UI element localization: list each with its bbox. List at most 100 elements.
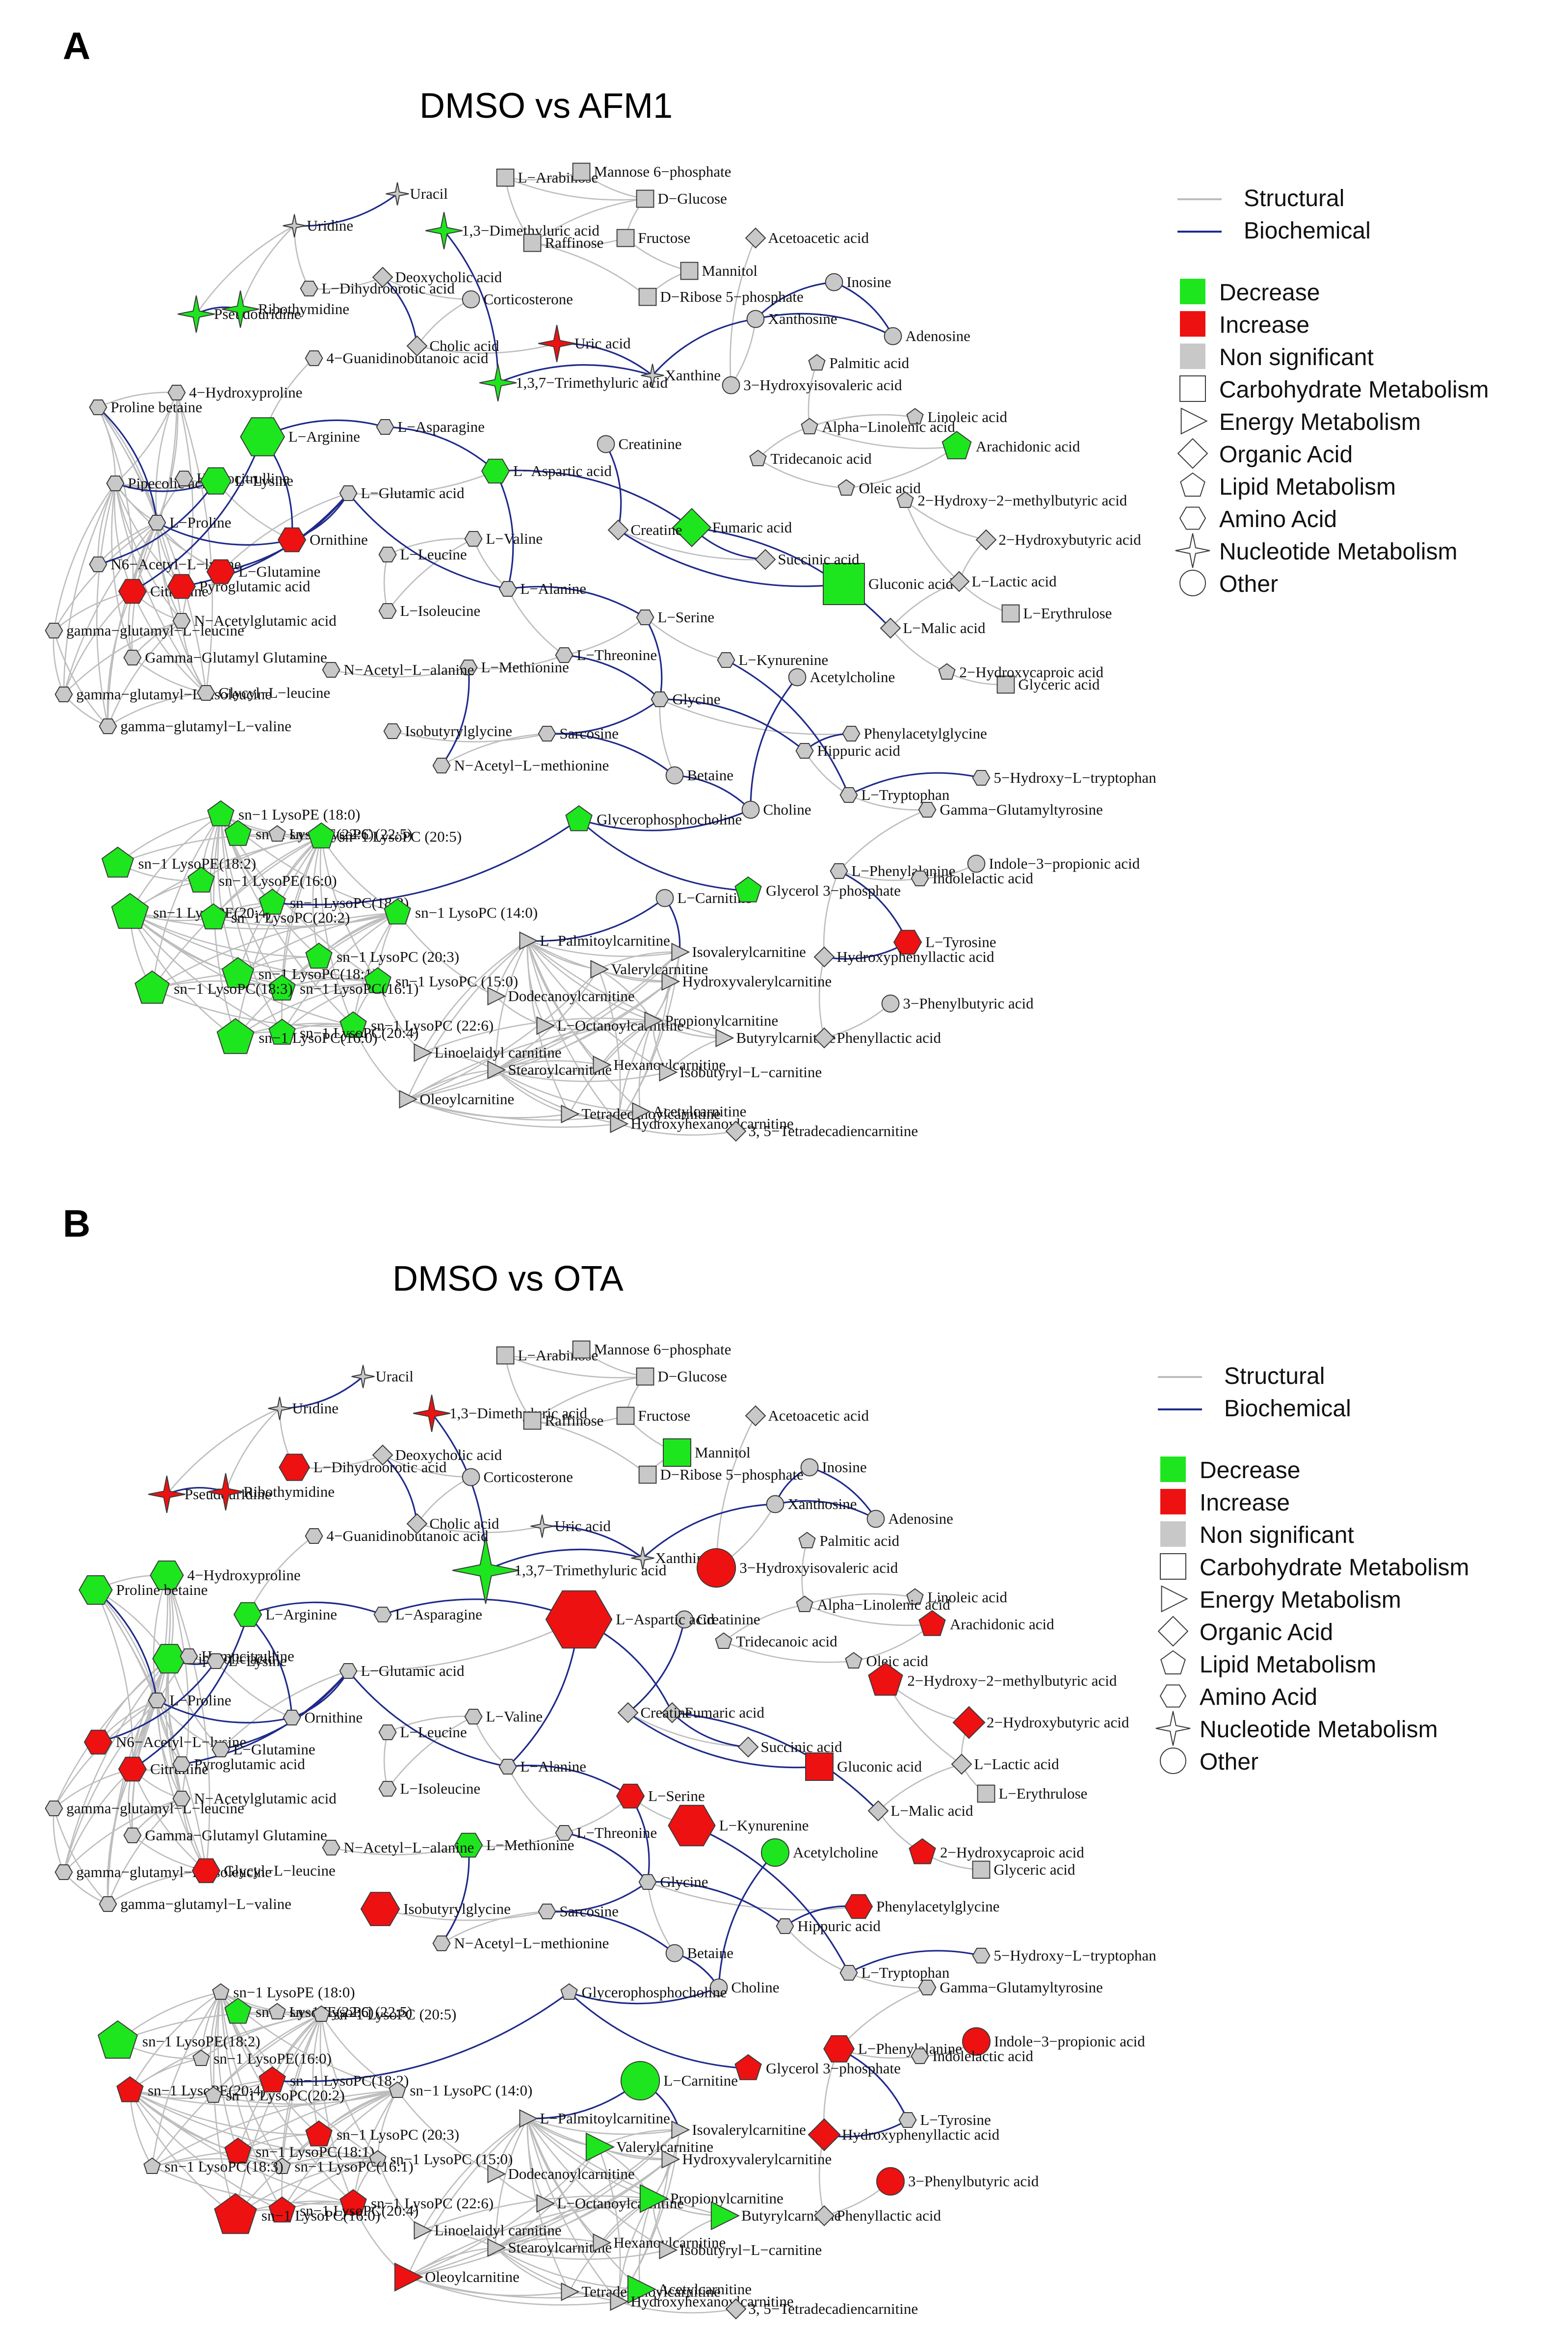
node-label: Inosine <box>822 1458 866 1476</box>
node-label: L−Erythrulose <box>1023 605 1112 622</box>
node-fructose <box>616 229 635 247</box>
biochemical-edge <box>347 492 508 590</box>
structural-edge <box>848 1972 928 1988</box>
structural-edge <box>407 2247 496 2278</box>
structural-edge <box>396 2090 496 2175</box>
node-hippuric <box>776 1918 794 1934</box>
node-fumaric <box>672 507 712 548</box>
structural-edge <box>784 1926 849 1974</box>
node-tetradecadiencarnitine <box>725 1120 747 1142</box>
structural-edge <box>281 836 322 1034</box>
node-octanoylcarnitine <box>536 1016 555 1035</box>
node-linolenic <box>796 1595 813 1612</box>
structural-edge <box>495 940 528 1070</box>
node-label: gamma−glutamyl−L−leucine <box>66 1800 244 1817</box>
node-hydroxyisovaleric <box>696 1548 736 1588</box>
structural-edge <box>155 392 178 523</box>
node-label: gamma−glutamyl−L−valine <box>120 717 291 735</box>
node-label: Indole−3−propionic acid <box>994 2033 1145 2050</box>
node-label: Gluconic acid <box>868 575 954 592</box>
node-phenyllactic <box>813 2205 835 2226</box>
structural-edge <box>98 407 158 523</box>
node-acetylmethionine <box>432 758 451 773</box>
node-mannitol <box>663 1438 691 1467</box>
biochemical-edge <box>644 617 663 700</box>
node-ornithine <box>283 1710 301 1725</box>
node-label: Acetoacetic acid <box>768 1407 869 1424</box>
node-label: L−Serine <box>648 1787 705 1804</box>
node-ribothymidine <box>207 1473 244 1510</box>
structural-edge <box>532 1376 646 1422</box>
node-label: Raffinose <box>545 1412 603 1429</box>
node-label: 2−Hydroxycaproic acid <box>959 663 1103 681</box>
node-acetylcarnitine <box>627 2275 657 2304</box>
node-label: Proline betaine <box>110 398 202 416</box>
node-glyceric <box>972 1860 991 1879</box>
node-label: L−Threonine <box>576 1824 657 1841</box>
structural-edge <box>468 654 565 669</box>
node-label: L−Malic acid <box>903 619 986 636</box>
node-ornithine <box>277 527 307 553</box>
biochemical-edge <box>247 1601 383 1616</box>
node-isovalerylcarnitine <box>671 942 690 962</box>
structural-edge <box>638 1020 653 1112</box>
structural-edge <box>407 1069 496 1100</box>
node-glycine <box>651 691 669 707</box>
node-hexanoylcarnitine <box>593 2233 612 2252</box>
node-proline <box>148 515 166 530</box>
biochemical-edge <box>132 436 263 592</box>
node-label: sn−1 LysoPE(18:2) <box>142 2033 261 2050</box>
structural-edge <box>387 538 474 556</box>
node-label: L−Tyrosine <box>925 933 996 951</box>
node-label: L−Carnitine <box>663 2072 738 2089</box>
structural-edge <box>527 940 680 957</box>
node-label: Indolelactic acid <box>932 870 1033 887</box>
legend-structural-label: Structural <box>1244 186 1344 212</box>
structural-edge <box>131 1769 207 1871</box>
structural-edge <box>166 1575 210 1871</box>
node-label: L−Leucine <box>400 546 467 563</box>
node-uracil <box>386 182 409 206</box>
node-gglu_leu <box>45 623 63 638</box>
structural-edge <box>407 1020 653 1100</box>
structural-edge <box>152 2090 398 2168</box>
node-proline <box>148 1693 166 1708</box>
node-methionine <box>454 1832 483 1858</box>
structural-edge <box>52 1808 65 1873</box>
node-label: Acetylcarnitine <box>653 1103 746 1120</box>
node-gglu_val <box>99 718 117 734</box>
panel-title: DMSO vs OTA <box>392 1259 624 1298</box>
structural-edge <box>495 2159 670 2249</box>
node-prolinebetaine <box>89 399 107 415</box>
biochemical-edge <box>98 480 217 565</box>
structural-edge <box>129 912 283 1034</box>
structural-edge <box>130 2014 322 2092</box>
node-linoelaidylcarnitine <box>414 1043 433 1062</box>
biochemical-edge <box>441 667 470 766</box>
node-label: Xanthine <box>665 367 721 384</box>
node-lpe182 <box>101 847 134 878</box>
node-label: Choline <box>731 1979 779 1996</box>
structural-edge <box>152 912 398 990</box>
node-label: Gluconic acid <box>837 1758 922 1775</box>
structural-edge <box>130 2090 398 2107</box>
node-label: L−Proline <box>169 514 231 531</box>
structural-edge <box>52 630 65 695</box>
node-tridecanoic <box>715 1632 732 1649</box>
node-label: L−Isoleucine <box>400 602 480 619</box>
node-label: Creatinine <box>618 435 681 452</box>
node-hydroxyhexanoylcarnitine <box>610 2292 629 2311</box>
node-label: Alpha−Linolenic acid <box>822 418 955 435</box>
structural-edge <box>645 617 727 661</box>
node-label: L−Phenylalanine <box>851 862 955 879</box>
node-dodecanoylcarnitine <box>487 986 506 1006</box>
biochemical-edge <box>181 1670 349 1765</box>
structural-edge <box>111 483 133 658</box>
node-palmitoylcarnitine <box>519 2109 538 2128</box>
panel-title: DMSO vs AFM1 <box>419 86 673 126</box>
node-label: L−Valine <box>486 530 543 547</box>
node-label: L−Kynurenine <box>738 651 828 668</box>
node-label: L−Proline <box>169 1692 231 1709</box>
node-label: Glycyl−L−leucine <box>224 1862 336 1879</box>
node-label: sn−1 LysoPC(20:4) <box>300 1024 418 1041</box>
